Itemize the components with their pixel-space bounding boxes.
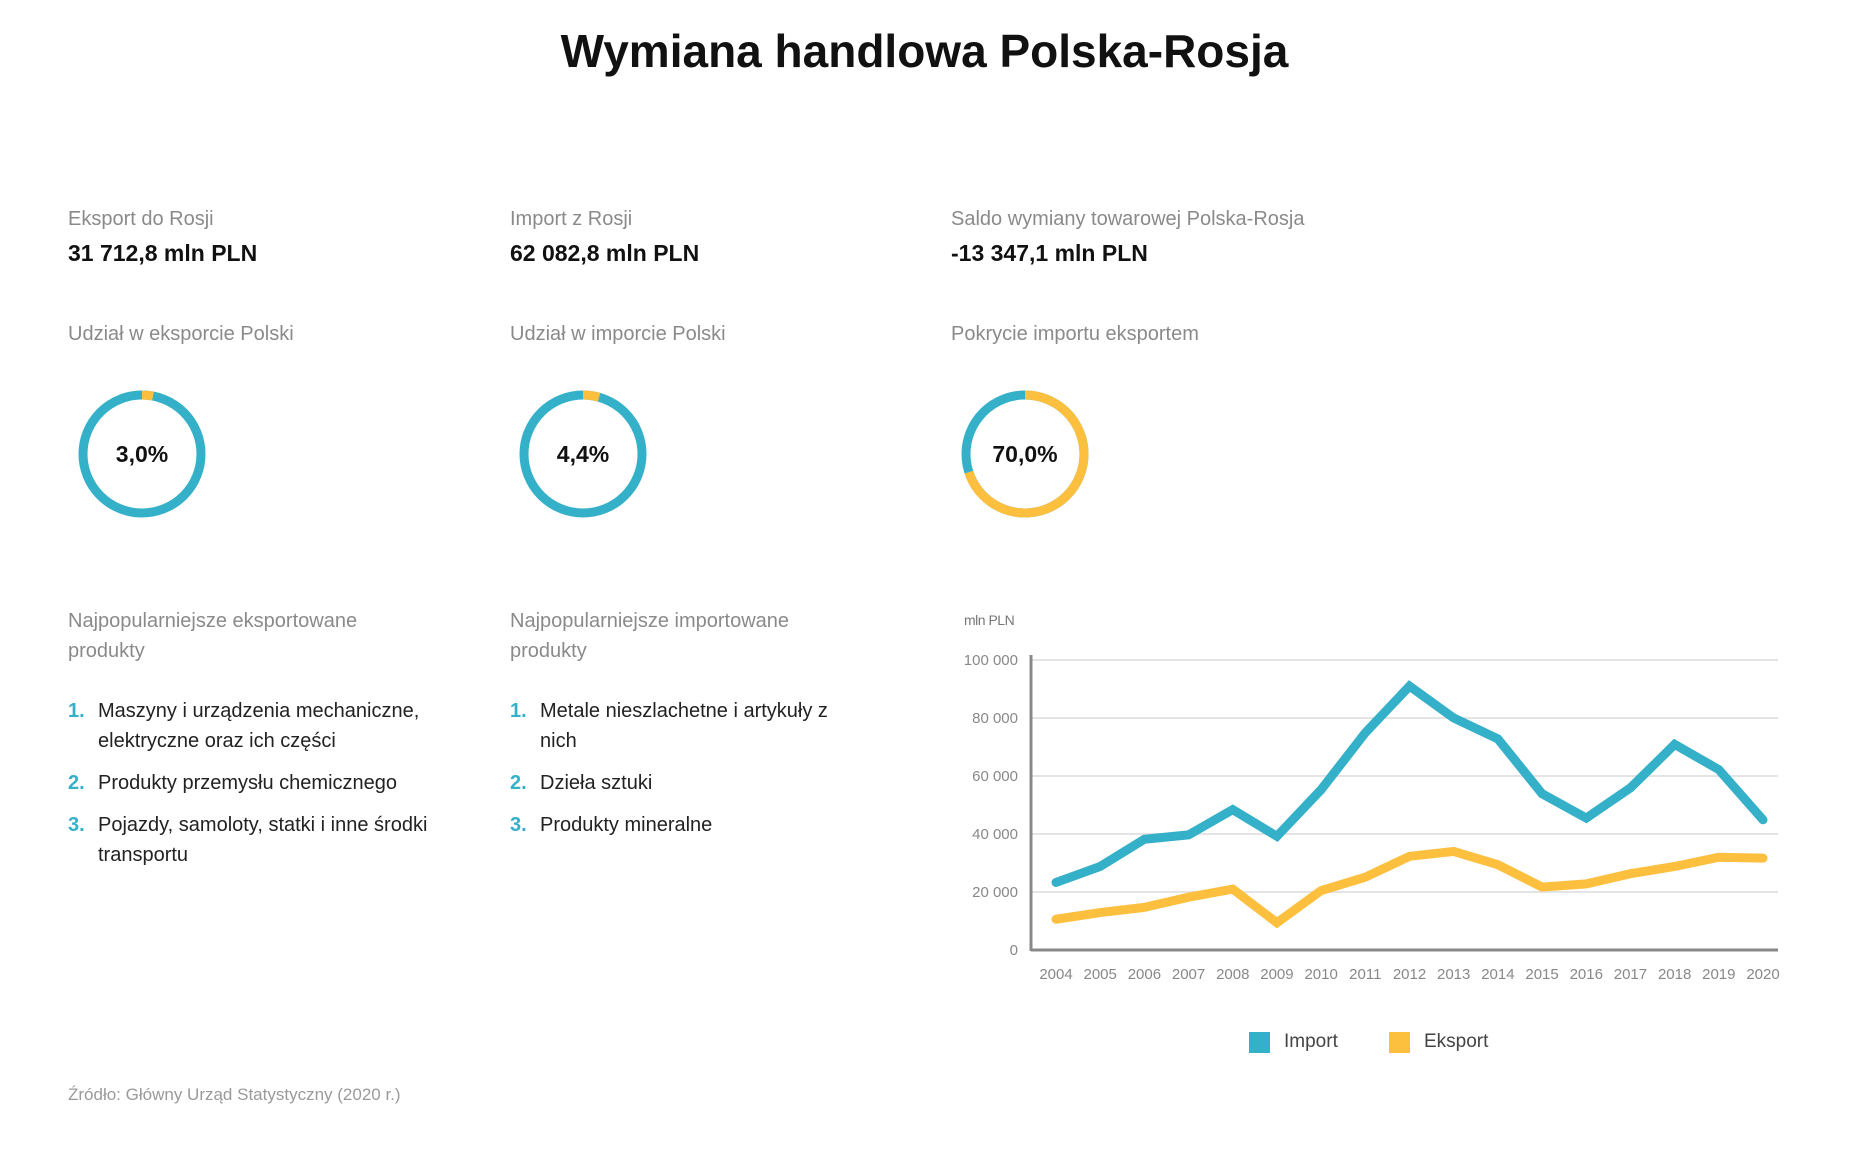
x-tick-label: 2006 xyxy=(1128,966,1161,983)
import-share-donut: 4,4% xyxy=(519,390,647,518)
export-label: Eksport do Rosji xyxy=(68,208,214,230)
x-tick-label: 2008 xyxy=(1216,966,1249,983)
legend-export: Eksport xyxy=(1389,1031,1488,1053)
list-item: 2. Dzieła sztuki xyxy=(510,772,653,794)
y-axis-label: mln PLN xyxy=(964,612,1014,628)
donut-value: 3,0% xyxy=(116,441,168,467)
data-point-import xyxy=(1320,789,1322,791)
data-point-eksport xyxy=(1276,922,1278,924)
list-item: 1. Metale nieszlachetne i artykuły z nich xyxy=(510,700,828,752)
data-point-import xyxy=(1055,881,1057,883)
data-point-import xyxy=(1762,819,1764,821)
x-tick-label: 2007 xyxy=(1172,966,1205,983)
data-point-eksport xyxy=(1629,873,1631,875)
data-point-eksport xyxy=(1674,865,1676,867)
y-tick-label: 20 000 xyxy=(972,884,1018,901)
x-tick-label: 2017 xyxy=(1614,966,1647,983)
list-item: 2. Produkty przemysłu chemicznego xyxy=(68,772,398,794)
import-label: Import z Rosji xyxy=(510,208,633,230)
data-point-import xyxy=(1497,738,1499,740)
data-point-eksport xyxy=(1143,906,1145,908)
data-point-import xyxy=(1099,865,1101,867)
coverage-label: Pokrycie importu eksportem xyxy=(951,323,1199,345)
data-point-eksport xyxy=(1320,890,1322,892)
x-tick-label: 2014 xyxy=(1481,966,1514,983)
y-tick-label: 60 000 xyxy=(972,768,1018,785)
x-tick-label: 2012 xyxy=(1393,966,1426,983)
donut-fill xyxy=(78,390,206,518)
data-point-import xyxy=(1453,717,1455,719)
data-point-eksport xyxy=(1585,883,1587,885)
import-products-list: 1. Metale nieszlachetne i artykuły z nich… xyxy=(510,696,855,852)
balance-value: -13 347,1 mln PLN xyxy=(951,240,1148,266)
x-tick-label: 2011 xyxy=(1349,966,1381,983)
y-tick-label: 40 000 xyxy=(972,826,1018,843)
export-products-heading: Najpopularniejsze eksportowane produkty xyxy=(68,610,358,662)
data-point-import xyxy=(1188,834,1190,836)
series-line-eksport xyxy=(1051,846,1768,929)
data-point-eksport xyxy=(1541,886,1543,888)
import-value: 62 082,8 mln PLN xyxy=(510,240,700,266)
y-tick-label: 0 xyxy=(1010,942,1018,959)
x-tick-label: 2016 xyxy=(1570,966,1603,983)
y-tick-label: 100 000 xyxy=(964,652,1018,669)
data-point-import xyxy=(1143,838,1145,840)
list-item: 1. Maszyny i urządzenia mechaniczne, elek… xyxy=(68,700,420,752)
list-item: 3. Produkty mineralne xyxy=(510,814,713,836)
import-products-heading: Najpopularniejsze importowane produkty xyxy=(510,610,790,662)
x-tick-label: 2005 xyxy=(1084,966,1117,983)
export-share-donut: 3,0% xyxy=(78,390,206,518)
y-tick-label: 80 000 xyxy=(972,710,1018,727)
legend-swatch-import xyxy=(1249,1031,1270,1053)
x-tick-label: 2010 xyxy=(1304,966,1337,983)
data-point-eksport xyxy=(1762,857,1764,859)
data-point-import xyxy=(1541,793,1543,795)
x-tick-label: 2015 xyxy=(1525,966,1558,983)
data-point-eksport xyxy=(1055,918,1057,920)
data-point-eksport xyxy=(1232,888,1234,890)
x-tick-label: 2013 xyxy=(1437,966,1470,983)
x-tick-label: 2019 xyxy=(1702,966,1735,983)
data-point-eksport xyxy=(1099,912,1101,914)
export-share-label: Udział w eksporcie Polski xyxy=(68,323,294,345)
donut-value: 70,0% xyxy=(992,441,1057,467)
import-share-label: Udział w imporcie Polski xyxy=(510,323,726,345)
donut-fill xyxy=(961,390,1089,518)
list-item: 3. Pojazdy, samoloty, statki i inne środk… xyxy=(68,814,428,866)
data-point-eksport xyxy=(1718,856,1720,858)
data-point-eksport xyxy=(1364,876,1366,878)
data-point-eksport xyxy=(1497,864,1499,866)
donut-value: 4,4% xyxy=(557,441,609,467)
data-point-eksport xyxy=(1188,896,1190,898)
donut-fill xyxy=(519,390,647,518)
x-tick-label: 2018 xyxy=(1658,966,1691,983)
data-point-import xyxy=(1674,743,1676,745)
export-value: 31 712,8 mln PLN xyxy=(68,240,258,266)
trade-line-chart: mln PLN 0 20 000 40 000 60 000 80 000 100 000 2… xyxy=(964,612,1780,983)
data-point-import xyxy=(1629,787,1631,789)
coverage-donut: 70,0% xyxy=(961,390,1089,518)
data-point-eksport xyxy=(1453,850,1455,852)
legend-import: Import xyxy=(1249,1031,1338,1053)
data-point-eksport xyxy=(1409,855,1410,857)
data-point-import xyxy=(1276,835,1278,837)
x-tick-label: 2004 xyxy=(1039,966,1072,983)
x-tick-label: 2009 xyxy=(1260,966,1293,983)
data-point-import xyxy=(1364,732,1366,734)
data-point-import xyxy=(1232,809,1234,811)
x-tick-label: 2020 xyxy=(1746,966,1779,983)
export-products-list: 1. Maszyny i urządzenia mechaniczne, elek… xyxy=(68,696,428,882)
source-note: Źródło: Główny Urząd Statystyczny (2020 … xyxy=(68,1085,401,1104)
data-point-import xyxy=(1718,769,1720,771)
data-point-import xyxy=(1585,817,1587,819)
data-point-import xyxy=(1409,685,1410,687)
balance-label: Saldo wymiany towarowej Polska-Rosja xyxy=(951,208,1305,230)
page-title: Wymiana handlowa Polska-Rosja xyxy=(560,25,1289,77)
legend-swatch-export xyxy=(1389,1031,1410,1053)
